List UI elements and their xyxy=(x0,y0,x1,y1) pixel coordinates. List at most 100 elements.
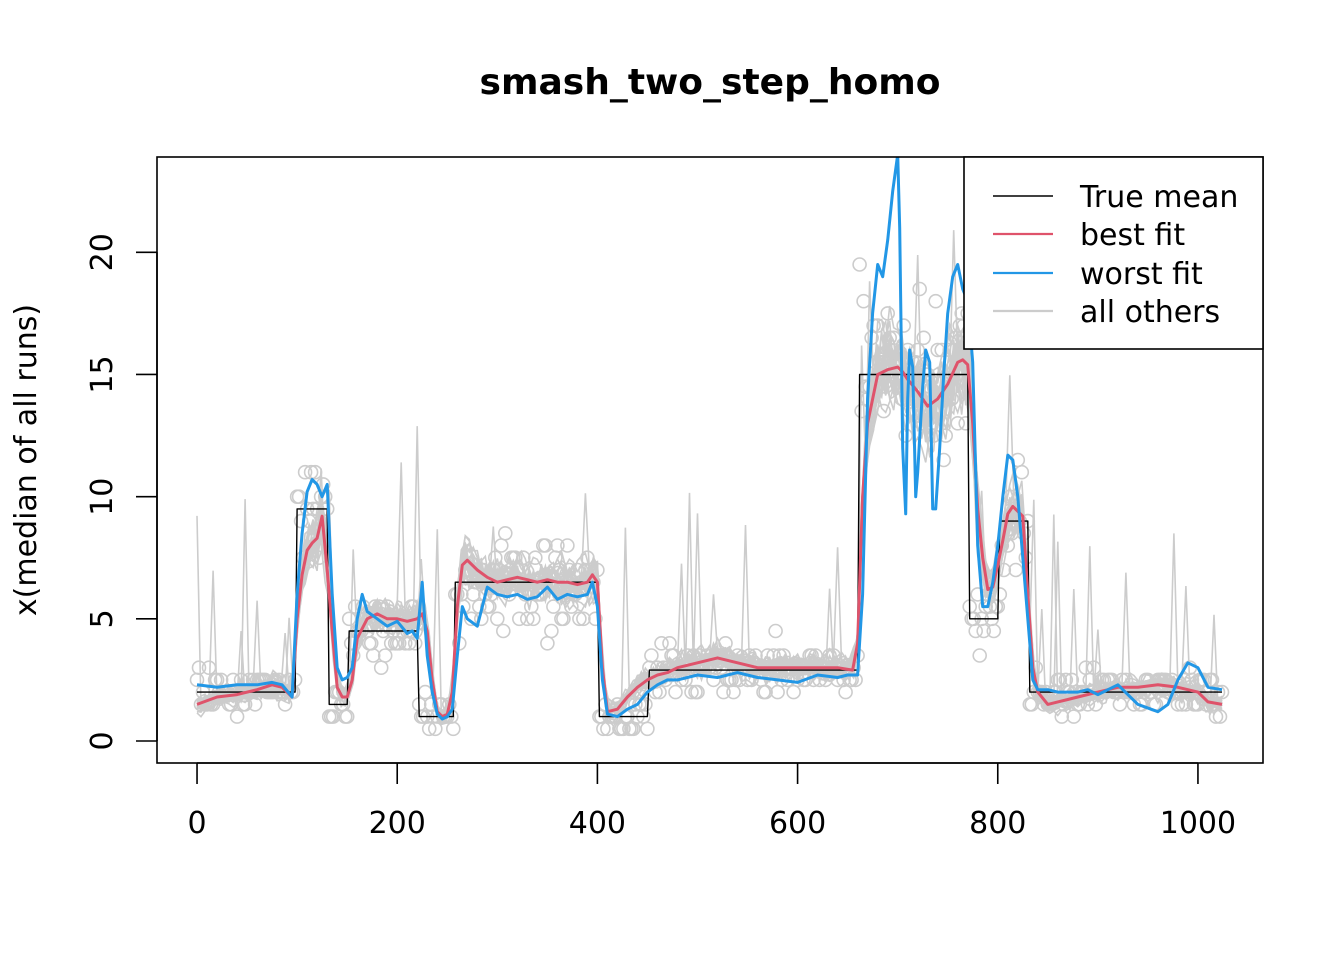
data-point xyxy=(968,623,984,639)
data-point xyxy=(538,538,553,553)
x-tick-label: 600 xyxy=(769,806,826,841)
data-point xyxy=(580,550,595,566)
data-point xyxy=(916,330,932,346)
data-point xyxy=(686,648,701,663)
data-point xyxy=(562,562,577,578)
axes: 0 200 400 600 800 1000 0 5 10 15 20 xyxy=(85,156,1264,841)
legend-box xyxy=(963,156,1264,350)
data-point xyxy=(527,550,543,566)
data-point xyxy=(347,599,363,614)
legend-label-true-mean: True mean xyxy=(1079,180,1238,215)
data-point xyxy=(718,635,733,651)
data-point xyxy=(852,257,867,272)
data-point xyxy=(401,635,417,651)
x-tick-label: 800 xyxy=(969,806,1026,841)
data-point xyxy=(550,538,565,553)
data-point xyxy=(307,464,323,480)
data-point xyxy=(245,672,261,688)
legend-label-best-fit: best fit xyxy=(1080,218,1185,253)
data-point xyxy=(848,672,863,688)
chart-title: smash_two_step_homo xyxy=(480,62,941,103)
data-point xyxy=(339,709,355,724)
data-point xyxy=(293,513,309,529)
data-point xyxy=(766,648,781,663)
data-point xyxy=(882,330,898,346)
data-point xyxy=(932,403,948,419)
data-point xyxy=(544,623,559,639)
data-point xyxy=(944,391,960,407)
data-point xyxy=(876,403,892,419)
data-point xyxy=(912,281,928,297)
data-point xyxy=(525,611,541,627)
data-point xyxy=(986,623,1002,639)
data-point xyxy=(495,623,511,639)
data-point xyxy=(874,354,890,370)
data-point xyxy=(652,684,667,700)
data-point xyxy=(515,550,531,566)
data-point xyxy=(325,709,341,724)
data-point xyxy=(1174,697,1190,712)
data-point xyxy=(552,562,567,578)
y-tick-label: 20 xyxy=(85,233,120,271)
y-tick-label: 0 xyxy=(85,731,120,750)
data-point xyxy=(1052,672,1068,688)
data-point xyxy=(640,721,655,737)
data-point xyxy=(556,611,571,627)
y-axis-label: x(median of all runs) xyxy=(9,304,44,616)
data-point xyxy=(972,648,988,663)
data-point xyxy=(191,660,207,676)
legend: True mean best fit worst fit all others xyxy=(963,156,1264,350)
data-point xyxy=(644,648,659,663)
data-point xyxy=(610,697,625,712)
data-point xyxy=(533,587,549,602)
data-point xyxy=(371,599,387,614)
data-point xyxy=(1184,672,1200,688)
data-point xyxy=(377,648,393,663)
y-tick-label: 5 xyxy=(85,609,120,628)
x-tick-label: 200 xyxy=(369,806,426,841)
data-point xyxy=(768,623,783,639)
plot-area xyxy=(189,157,1230,737)
data-point xyxy=(247,697,263,712)
legend-label-worst-fit: worst fit xyxy=(1080,257,1203,292)
true-mean-line xyxy=(197,373,1222,718)
data-point xyxy=(654,635,669,651)
y-tick-label: 10 xyxy=(85,478,120,516)
data-point xyxy=(714,660,729,676)
plot-content xyxy=(189,157,1230,737)
data-point xyxy=(896,318,912,333)
data-point xyxy=(740,672,755,688)
data-point xyxy=(928,293,944,309)
data-point xyxy=(560,538,575,553)
data-point xyxy=(668,684,683,700)
x-tick-label: 0 xyxy=(187,806,206,841)
data-point xyxy=(1190,697,1206,712)
data-point xyxy=(497,525,513,541)
data-point xyxy=(229,709,245,724)
y-tick-label: 15 xyxy=(85,355,120,393)
data-point xyxy=(391,635,407,651)
data-point xyxy=(976,623,992,639)
data-point xyxy=(880,306,896,321)
data-point xyxy=(489,611,505,627)
data-point xyxy=(588,611,603,627)
x-tick-label: 400 xyxy=(569,806,626,841)
data-point xyxy=(690,684,705,700)
best-fit-line xyxy=(196,358,1223,719)
x-tick-label: 1000 xyxy=(1160,806,1236,841)
data-point xyxy=(936,452,952,468)
data-point xyxy=(772,648,787,663)
data-point xyxy=(511,611,527,627)
worst-fit-line xyxy=(196,157,1223,721)
data-point xyxy=(950,415,966,431)
data-point xyxy=(297,464,313,480)
data-point xyxy=(804,648,819,663)
data-point xyxy=(992,587,1008,602)
data-point xyxy=(878,379,894,395)
data-point xyxy=(1008,562,1024,578)
data-point xyxy=(856,293,871,309)
data-point xyxy=(1086,660,1102,676)
data-point xyxy=(934,342,950,358)
data-point xyxy=(970,587,986,602)
